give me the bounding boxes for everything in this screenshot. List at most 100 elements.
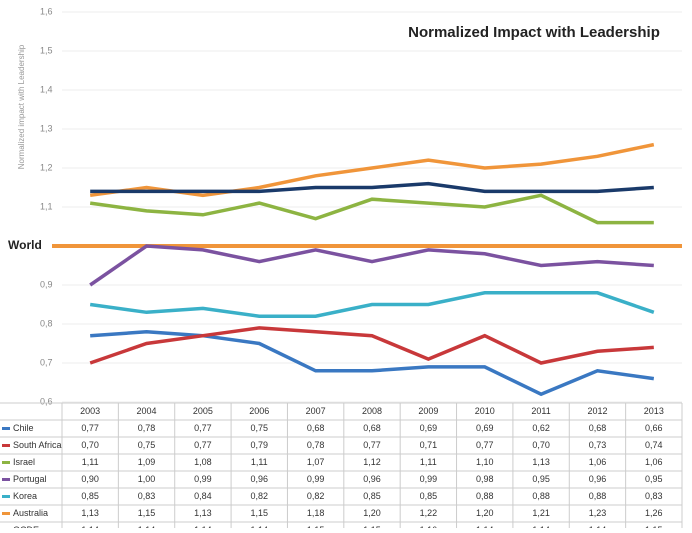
table-cell: 0,99 bbox=[194, 474, 212, 484]
table-cell: 0,68 bbox=[307, 423, 325, 433]
table-cell: 0,88 bbox=[532, 491, 550, 501]
table-cell: 1,21 bbox=[532, 508, 550, 518]
table-cell: 1,11 bbox=[251, 457, 268, 467]
table-cell: 0,77 bbox=[194, 440, 212, 450]
table-cell: 0,84 bbox=[194, 491, 212, 501]
legend-label: South Africa bbox=[13, 440, 62, 450]
table-cell: 0,75 bbox=[251, 423, 269, 433]
legend-label: Chile bbox=[13, 423, 34, 433]
table-cell: 0,99 bbox=[307, 474, 325, 484]
series-line bbox=[89, 244, 654, 287]
table-cell: 0,74 bbox=[645, 440, 663, 450]
table-cell: 0,70 bbox=[532, 440, 550, 450]
table-cell: 0,83 bbox=[645, 491, 663, 501]
legend-label: Australia bbox=[13, 508, 48, 518]
table-cell: 0,77 bbox=[476, 440, 494, 450]
table-cell: 1,13 bbox=[81, 508, 99, 518]
table-cell: 0,95 bbox=[645, 474, 663, 484]
series-line bbox=[89, 291, 655, 318]
table-cell: 1,13 bbox=[532, 457, 550, 467]
table-cell: 0,90 bbox=[81, 474, 99, 484]
table-cell: 1,20 bbox=[476, 508, 494, 518]
table-cell: 0,96 bbox=[251, 474, 269, 484]
y-axis-label: Normalized impact with Leadership bbox=[17, 44, 26, 169]
table-cell: 0,79 bbox=[251, 440, 269, 450]
table-cell: 0,85 bbox=[81, 491, 99, 501]
x-tick-label: 2008 bbox=[362, 406, 382, 416]
y-tick-label: 1,3 bbox=[40, 123, 53, 133]
table-cell: 1,23 bbox=[589, 508, 607, 518]
y-tick-label: 1,5 bbox=[40, 45, 53, 55]
legend-label: Korea bbox=[13, 491, 37, 501]
table-cell: 1,22 bbox=[420, 508, 438, 518]
table-cell: 1,08 bbox=[194, 457, 212, 467]
x-tick-label: 2009 bbox=[418, 406, 438, 416]
table-cell: 0,73 bbox=[589, 440, 607, 450]
table-cell: 0,82 bbox=[307, 491, 325, 501]
table-cell: 1,06 bbox=[645, 457, 663, 467]
x-tick-label: 2010 bbox=[475, 406, 495, 416]
table-cell: 0,85 bbox=[420, 491, 438, 501]
y-tick-label: 1,4 bbox=[40, 84, 53, 94]
legend-label: Israel bbox=[13, 457, 35, 467]
x-tick-label: 2006 bbox=[249, 406, 269, 416]
table-cell: 1,11 bbox=[82, 457, 99, 467]
table-cell: 0,78 bbox=[138, 423, 156, 433]
table-cell: 0,88 bbox=[476, 491, 494, 501]
table-cell: 0,77 bbox=[81, 423, 99, 433]
table-cell: 0,71 bbox=[420, 440, 438, 450]
table-cell: 0,77 bbox=[194, 423, 212, 433]
y-tick-label: 0,7 bbox=[40, 357, 53, 367]
series-line bbox=[89, 193, 654, 225]
y-tick-label: 1,1 bbox=[40, 201, 53, 211]
table-cell: 0,70 bbox=[81, 440, 99, 450]
table-cell: 0,99 bbox=[420, 474, 438, 484]
table-cell: 1,00 bbox=[138, 474, 156, 484]
table-cell: 1,15 bbox=[251, 508, 269, 518]
table-cell: 1,09 bbox=[138, 457, 156, 467]
chart-title: Normalized Impact with Leadership bbox=[408, 24, 660, 41]
table-cell: 0,69 bbox=[476, 423, 494, 433]
table-cell: 1,10 bbox=[476, 457, 494, 467]
y-tick-label: World bbox=[8, 238, 42, 252]
y-tick-label: 0,9 bbox=[40, 279, 53, 289]
x-tick-label: 2013 bbox=[644, 406, 664, 416]
table-cell: 1,26 bbox=[645, 508, 663, 518]
series-line bbox=[90, 330, 655, 397]
table-cell: 1,11 bbox=[420, 457, 437, 467]
x-tick-label: 2005 bbox=[193, 406, 213, 416]
table-cell: 0,85 bbox=[363, 491, 381, 501]
table-cell: 0,69 bbox=[420, 423, 438, 433]
table-cell: 0,82 bbox=[251, 491, 269, 501]
y-tick-label: 1,2 bbox=[40, 162, 53, 172]
table-cell: 0,95 bbox=[532, 474, 550, 484]
table-cell: 1,12 bbox=[363, 457, 381, 467]
legend-label: Portugal bbox=[13, 474, 47, 484]
table-cell: 0,88 bbox=[589, 491, 607, 501]
table-cell: 1,13 bbox=[194, 508, 212, 518]
table-cell: 0,78 bbox=[307, 440, 325, 450]
y-tick-label: 0,8 bbox=[40, 318, 53, 328]
table-cell: 1,07 bbox=[307, 457, 325, 467]
table-cell: 0,68 bbox=[589, 423, 607, 433]
table-cell: 0,77 bbox=[363, 440, 381, 450]
y-tick-label: 0,6 bbox=[40, 396, 53, 406]
y-tick-label: 1,6 bbox=[40, 6, 53, 16]
x-tick-label: 2003 bbox=[80, 406, 100, 416]
table-cell: 0,75 bbox=[138, 440, 156, 450]
x-tick-label: 2011 bbox=[531, 406, 550, 416]
series-line bbox=[89, 326, 654, 365]
table-cell: 1,20 bbox=[363, 508, 381, 518]
x-tick-label: 2012 bbox=[587, 406, 607, 416]
table-cell: 0,83 bbox=[138, 491, 156, 501]
table-cell: 1,15 bbox=[138, 508, 156, 518]
table-cell: 0,62 bbox=[532, 423, 550, 433]
table-cell: 0,66 bbox=[645, 423, 663, 433]
table-cell: 1,18 bbox=[307, 508, 325, 518]
table-cell: 0,68 bbox=[363, 423, 381, 433]
series-line bbox=[90, 181, 654, 194]
table-cell: 1,06 bbox=[589, 457, 607, 467]
table-cell: 0,96 bbox=[589, 474, 607, 484]
x-tick-label: 2007 bbox=[306, 406, 326, 416]
